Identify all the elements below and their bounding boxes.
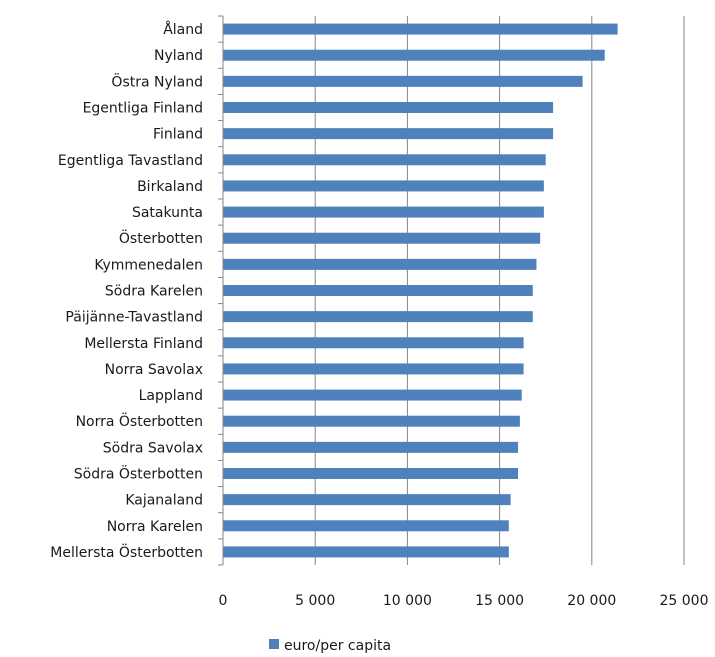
bar xyxy=(223,494,511,506)
y-category-label: Södra Österbotten xyxy=(74,465,203,483)
y-category-label: Kymmenedalen xyxy=(94,257,203,273)
y-category-label: Päijänne-Tavastland xyxy=(65,310,203,326)
bar xyxy=(223,49,605,61)
bar xyxy=(223,285,533,296)
legend-swatch xyxy=(269,639,279,649)
bar xyxy=(223,337,524,349)
y-category-label: Egentliga Finland xyxy=(83,101,203,117)
bar xyxy=(223,415,520,427)
bar xyxy=(223,23,618,35)
legend-label: euro/per capita xyxy=(284,638,391,654)
bar xyxy=(223,232,541,244)
y-category-label: Österbotten xyxy=(119,229,203,247)
bar xyxy=(223,258,537,270)
y-category-label: Egentliga Tavastland xyxy=(58,153,203,169)
y-category-label: Åland xyxy=(163,21,203,38)
y-category-label: Nyland xyxy=(154,48,203,64)
bar xyxy=(223,206,544,218)
y-category-label: Birkaland xyxy=(137,179,203,195)
x-tick-label: 0 xyxy=(219,593,228,609)
y-category-label: Södra Karelen xyxy=(105,284,203,300)
x-tick-label: 10 000 xyxy=(383,593,432,609)
bar xyxy=(223,102,554,113)
x-tick-label: 15 000 xyxy=(475,593,524,609)
bar xyxy=(223,546,509,558)
y-category-label: Kajanaland xyxy=(125,493,203,509)
x-tick-label: 5 000 xyxy=(295,593,335,609)
y-axis-ticks xyxy=(218,15,223,566)
x-tick-label: 20 000 xyxy=(567,593,616,609)
bar xyxy=(223,389,522,401)
y-category-label: Mellersta Österbotten xyxy=(50,543,203,561)
y-category-label: Norra Österbotten xyxy=(76,412,203,430)
bar xyxy=(223,154,546,166)
y-category-label: Lappland xyxy=(139,388,203,404)
bar xyxy=(223,363,524,375)
y-category-label: Satakunta xyxy=(132,205,203,221)
y-category-label: Finland xyxy=(153,127,203,143)
x-tick-label: 25 000 xyxy=(660,593,709,609)
y-category-label: Södra Savolax xyxy=(103,440,203,456)
bar xyxy=(223,520,509,532)
bar xyxy=(223,468,519,479)
y-category-label: Mellersta Finland xyxy=(84,336,203,352)
y-category-label: Norra Savolax xyxy=(105,362,203,378)
bar xyxy=(223,311,533,323)
bar xyxy=(223,75,583,87)
bar xyxy=(223,441,519,453)
bars xyxy=(223,23,618,558)
bar xyxy=(223,128,554,140)
y-axis-labels: Åland Nyland Östra Nyland Egentliga Finland… xyxy=(50,21,203,561)
y-category-label: Östra Nyland xyxy=(111,72,203,90)
legend: euro/per capita xyxy=(269,638,391,654)
bar xyxy=(223,180,544,192)
x-axis-labels: 0 5 000 10 000 15 000 20 000 25 000 xyxy=(219,593,709,609)
y-category-label: Norra Karelen xyxy=(107,519,203,535)
